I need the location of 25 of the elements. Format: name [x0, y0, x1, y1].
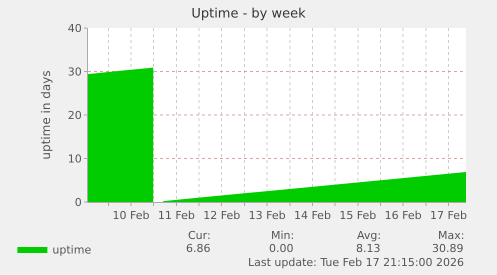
- y-tick-label: 0: [74, 196, 82, 209]
- x-tick-label: 17 Feb: [430, 209, 468, 222]
- chart-title: Uptime - by week: [191, 6, 306, 22]
- x-tick-label: 11 Feb: [158, 209, 195, 222]
- legend-label: uptime: [52, 243, 92, 256]
- x-tick-label: 12 Feb: [203, 209, 240, 222]
- text: Last update: Tue Feb 17 21:15:00 2026: [248, 256, 464, 269]
- y-tick-label: 30: [68, 65, 82, 78]
- y-tick-label: 20: [68, 108, 82, 122]
- text: 0.00: [269, 242, 294, 255]
- text: 8.13: [356, 242, 380, 255]
- text: Avg:: [357, 229, 382, 242]
- text: 6.86: [186, 242, 210, 255]
- x-tick-label: 14 Feb: [294, 209, 331, 222]
- x-tick-label: 10 Feb: [112, 209, 150, 222]
- y-tick-label: 40: [68, 22, 82, 35]
- x-tick-label: 13 Feb: [248, 209, 286, 222]
- text: Min:: [271, 229, 294, 242]
- x-tick-label: 15 Feb: [339, 209, 376, 222]
- y-tick-label: 10: [68, 152, 82, 166]
- y-axis-title: uptime in days: [39, 70, 54, 160]
- text: Max:: [438, 229, 464, 242]
- text: Cur:: [188, 229, 211, 242]
- x-tick-label: 16 Feb: [384, 209, 422, 222]
- text: 30.89: [432, 242, 464, 255]
